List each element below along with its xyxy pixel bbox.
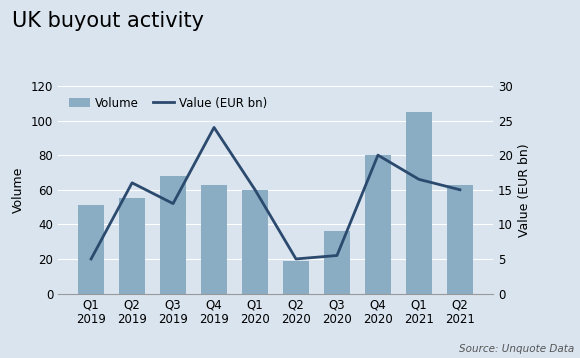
- Bar: [365, 155, 392, 294]
- Text: UK buyout activity: UK buyout activity: [12, 11, 204, 31]
- Bar: [447, 185, 473, 294]
- Bar: [78, 205, 104, 294]
- Text: Source: Unquote Data: Source: Unquote Data: [459, 344, 574, 354]
- Y-axis label: Volume: Volume: [12, 166, 25, 213]
- Bar: [201, 185, 227, 294]
- Bar: [282, 261, 309, 294]
- Bar: [324, 231, 350, 294]
- Bar: [405, 112, 432, 294]
- Bar: [242, 190, 269, 294]
- Y-axis label: Value (EUR bn): Value (EUR bn): [519, 143, 531, 237]
- Bar: [160, 176, 186, 294]
- Bar: [119, 198, 146, 294]
- Legend: Volume, Value (EUR bn): Volume, Value (EUR bn): [64, 92, 271, 114]
